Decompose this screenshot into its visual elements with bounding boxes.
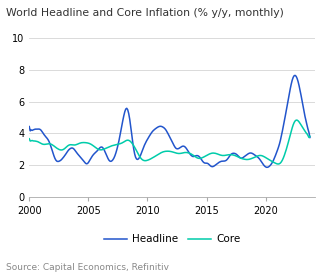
Core: [27, 137, 31, 140]
Headline: [63, 154, 67, 157]
Headline: [65, 151, 69, 154]
Headline: [265, 166, 268, 169]
Core: [188, 152, 192, 155]
Headline: [293, 74, 297, 77]
Core: [277, 162, 280, 166]
Core: [65, 145, 69, 149]
Headline: [308, 136, 312, 139]
Text: World Headline and Core Inflation (% y/y, monthly): World Headline and Core Inflation (% y/y…: [6, 8, 284, 18]
Core: [68, 143, 72, 147]
Core: [235, 155, 239, 158]
Core: [294, 118, 298, 122]
Headline: [277, 146, 280, 149]
Legend: Headline, Core: Headline, Core: [99, 230, 245, 249]
Core: [63, 147, 67, 150]
Headline: [235, 153, 239, 156]
Core: [308, 135, 312, 138]
Core: [276, 162, 279, 166]
Headline: [27, 125, 31, 128]
Headline: [68, 147, 72, 151]
Line: Headline: Headline: [29, 75, 310, 167]
Headline: [188, 152, 192, 155]
Text: Source: Capital Economics, Refinitiv: Source: Capital Economics, Refinitiv: [6, 263, 170, 272]
Line: Core: Core: [29, 120, 310, 164]
